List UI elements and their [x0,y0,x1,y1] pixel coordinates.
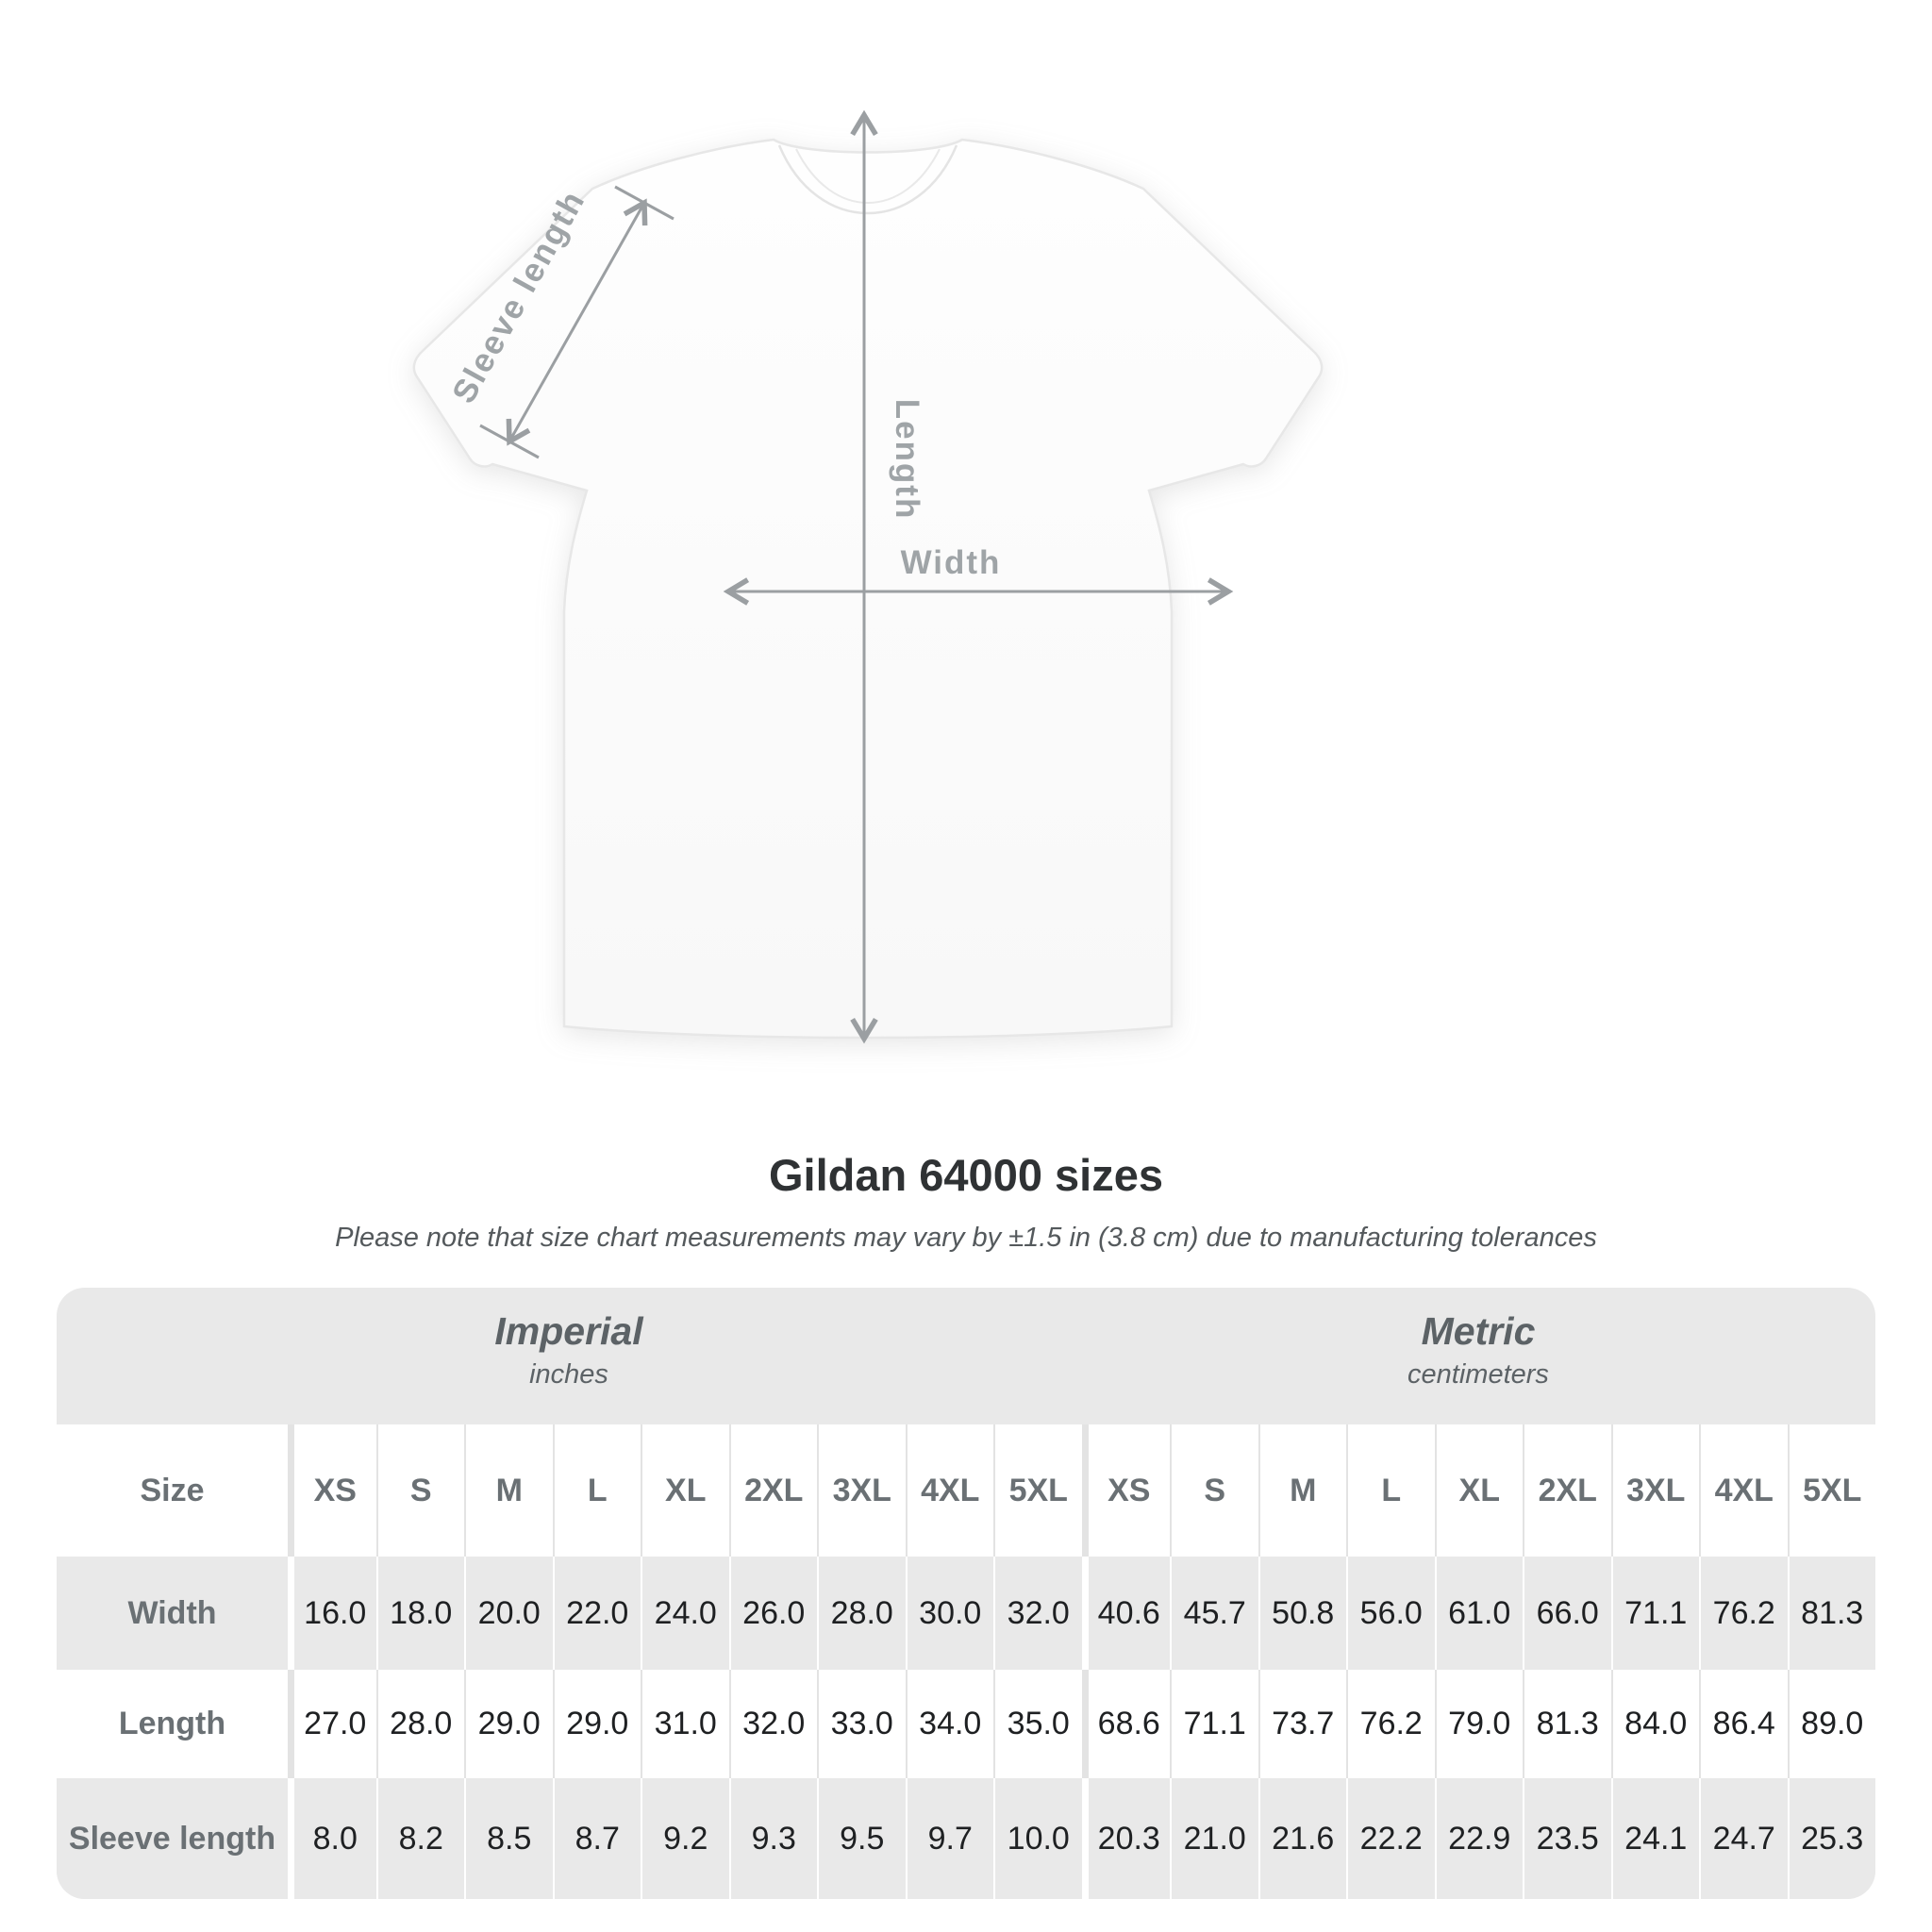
cell-width-imperial-xs: 16.0 [288,1557,376,1670]
cell-width-imperial-5xl: 32.0 [993,1557,1082,1670]
sleeve-dimension-line [506,198,648,446]
cell-width-metric-2xl: 66.0 [1523,1557,1611,1670]
cell-width-metric-xl: 61.0 [1434,1557,1523,1670]
size-col-header-metric-s: S [1170,1424,1258,1557]
sleeve-dimension-tick-bottom [479,424,540,459]
row-label-sleeve-length: Sleeve length [57,1778,288,1899]
cell-sleeve-length-metric-xl: 22.9 [1434,1778,1523,1899]
size-col-header-metric-2xl: 2XL [1523,1424,1611,1557]
size-col-header-imperial-xs: XS [288,1424,376,1557]
size-col-header-metric-m: M [1257,1424,1346,1557]
size-col-header-imperial-4xl: 4XL [905,1424,993,1557]
cell-sleeve-length-imperial-m: 8.5 [464,1778,553,1899]
cell-sleeve-length-imperial-l: 8.7 [552,1778,641,1899]
cell-width-metric-5xl: 81.3 [1787,1557,1875,1670]
cell-length-imperial-2xl: 32.0 [728,1670,817,1778]
length-label: Length [889,399,925,521]
cell-length-metric-s: 71.1 [1170,1670,1258,1778]
size-col-header-metric-xs: XS [1081,1424,1170,1557]
cell-sleeve-length-metric-5xl: 25.3 [1787,1778,1875,1899]
cell-width-metric-s: 45.7 [1170,1557,1258,1670]
cell-width-imperial-xl: 24.0 [641,1557,729,1670]
cell-sleeve-length-metric-m: 21.6 [1257,1778,1346,1899]
row-label-width: Width [57,1557,288,1670]
size-col-header-imperial-3xl: 3XL [817,1424,906,1557]
cell-sleeve-length-metric-3xl: 24.1 [1610,1778,1699,1899]
size-col-header-imperial-5xl: 5XL [993,1424,1082,1557]
page-title: Gildan 64000 sizes [768,1150,1164,1200]
cell-sleeve-length-imperial-4xl: 9.7 [905,1778,993,1899]
cell-sleeve-length-metric-xs: 20.3 [1081,1778,1170,1899]
metric-section-header: Metric centimeters [1081,1288,1875,1424]
cell-length-metric-m: 73.7 [1257,1670,1346,1778]
length-dimension: Length [850,109,925,1044]
cell-length-imperial-4xl: 34.0 [905,1670,993,1778]
cell-width-imperial-4xl: 30.0 [905,1557,993,1670]
cell-width-metric-m: 50.8 [1257,1557,1346,1670]
cell-width-metric-l: 56.0 [1346,1557,1435,1670]
cell-length-imperial-m: 29.0 [464,1670,553,1778]
imperial-unit-label: inches [529,1359,608,1390]
metric-section-title: Metric [1421,1309,1536,1353]
metric-unit-label: centimeters [1407,1359,1549,1390]
sleeve-dimension-tick-top [614,185,675,221]
size-col-header-metric-4xl: 4XL [1699,1424,1788,1557]
cell-width-metric-3xl: 71.1 [1610,1557,1699,1670]
cell-width-metric-xs: 40.6 [1081,1557,1170,1670]
cell-sleeve-length-imperial-3xl: 9.5 [817,1778,906,1899]
cell-width-imperial-m: 20.0 [464,1557,553,1670]
width-label: Width [901,544,1002,581]
cell-sleeve-length-metric-2xl: 23.5 [1523,1778,1611,1899]
cell-length-metric-3xl: 84.0 [1610,1670,1699,1778]
cell-length-metric-xl: 79.0 [1434,1670,1523,1778]
cell-sleeve-length-metric-l: 22.2 [1346,1778,1435,1899]
cell-length-metric-2xl: 81.3 [1523,1670,1611,1778]
cell-length-metric-l: 76.2 [1346,1670,1435,1778]
cell-sleeve-length-metric-s: 21.0 [1170,1778,1258,1899]
cell-width-imperial-3xl: 28.0 [817,1557,906,1670]
size-col-header-imperial-2xl: 2XL [728,1424,817,1557]
cell-width-imperial-l: 22.0 [552,1557,641,1670]
size-table: Imperial inches Metric centimeters Size X… [57,1288,1875,1899]
size-col-header-metric-l: L [1346,1424,1435,1557]
imperial-section-header: Imperial inches [57,1288,1081,1424]
cell-length-metric-5xl: 89.0 [1787,1670,1875,1778]
tshirt-diagram: Sleeve length Length Width [412,109,1324,1044]
cell-sleeve-length-metric-4xl: 24.7 [1699,1778,1788,1899]
cell-sleeve-length-imperial-xs: 8.0 [288,1778,376,1899]
cell-sleeve-length-imperial-2xl: 9.3 [728,1778,817,1899]
cell-sleeve-length-imperial-s: 8.2 [375,1778,464,1899]
cell-length-imperial-3xl: 33.0 [817,1670,906,1778]
row-label-length: Length [57,1670,288,1778]
cell-length-imperial-xs: 27.0 [288,1670,376,1778]
size-col-header-metric-xl: XL [1434,1424,1523,1557]
cell-sleeve-length-imperial-5xl: 10.0 [993,1778,1082,1899]
cell-length-metric-4xl: 86.4 [1699,1670,1788,1778]
cell-length-imperial-l: 29.0 [552,1670,641,1778]
cell-sleeve-length-imperial-xl: 9.2 [641,1778,729,1899]
imperial-section-title: Imperial [494,1309,643,1353]
size-col-header-imperial-l: L [552,1424,641,1557]
unit-section-band: Imperial inches Metric centimeters [57,1288,1875,1424]
cell-length-imperial-xl: 31.0 [641,1670,729,1778]
cell-width-imperial-2xl: 26.0 [728,1557,817,1670]
cell-width-metric-4xl: 76.2 [1699,1557,1788,1670]
size-col-header-imperial-s: S [375,1424,464,1557]
width-dimension: Width [723,544,1234,606]
tolerance-note: Please note that size chart measurements… [335,1223,1597,1253]
size-col-header-metric-3xl: 3XL [1610,1424,1699,1557]
size-col-header-imperial-xl: XL [641,1424,729,1557]
cell-length-imperial-5xl: 35.0 [993,1670,1082,1778]
cell-length-metric-xs: 68.6 [1081,1670,1170,1778]
size-col-header-imperial-m: M [464,1424,553,1557]
cell-length-imperial-s: 28.0 [375,1670,464,1778]
cell-width-imperial-s: 18.0 [375,1557,464,1670]
size-grid: Size XS S M L XL 2XL 3XL 4XL 5XL XS S M L XL 2XL 3XL 4XL 5… [57,1424,1875,1899]
size-row-header: Size [57,1424,288,1557]
size-col-header-metric-5xl: 5XL [1787,1424,1875,1557]
